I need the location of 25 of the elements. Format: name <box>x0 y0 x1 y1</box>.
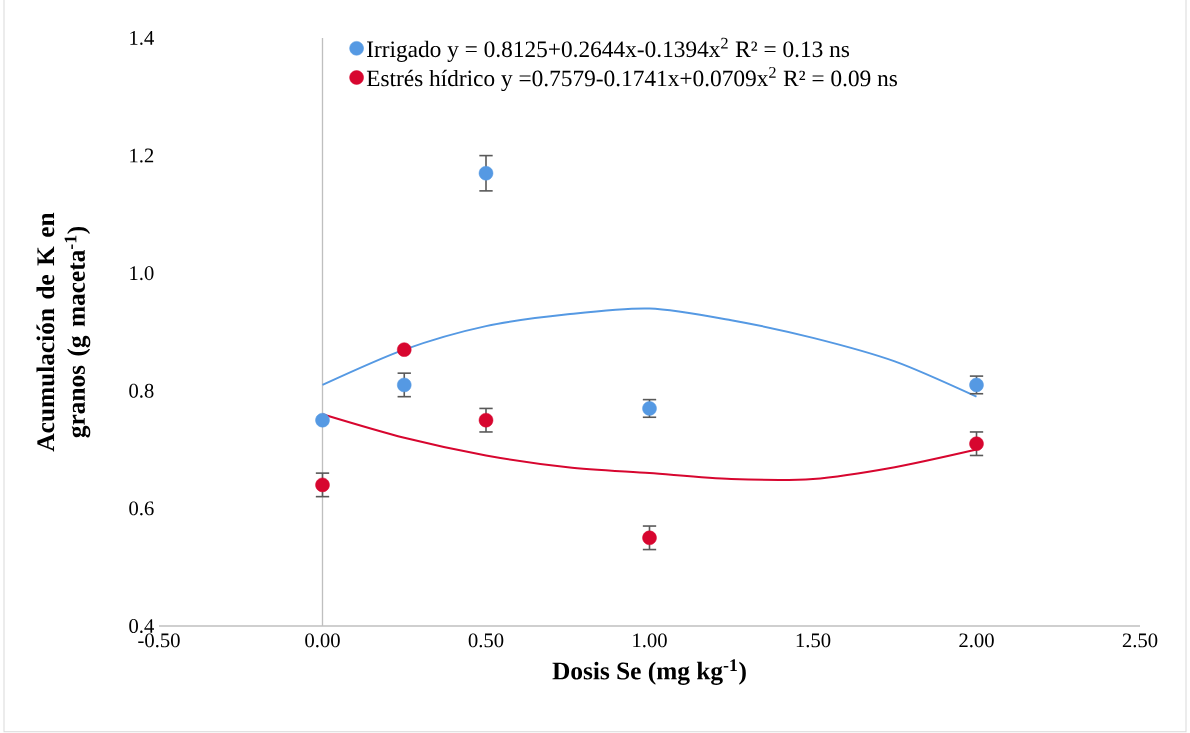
legend-label: Irrigado y = 0.8125+0.2644x-0.1394x$^{2}$ R² = 0.13 ns <box>367 37 850 62</box>
y-tick-label: 1.0 <box>130 266 154 281</box>
x-tick-label: 1.00 <box>633 633 667 648</box>
x-tick-label: 2.00 <box>959 633 994 648</box>
point <box>478 413 494 428</box>
y-tick-label: 0.4 <box>129 618 154 634</box>
point <box>397 342 412 357</box>
y-tick-label: 1.4 <box>130 31 154 45</box>
x-tick-label: 2.50 <box>1122 633 1158 648</box>
point <box>478 166 494 181</box>
y-tick-label: 0.6 <box>129 501 154 516</box>
x-tick-label: 0.00 <box>305 633 340 648</box>
y-tick-label: 1.2 <box>130 148 154 163</box>
point <box>315 413 330 428</box>
point <box>315 477 330 493</box>
point <box>969 436 984 451</box>
x-axis-title: Dosis Se (mg kg$^{-1}$) <box>552 659 746 685</box>
x-tick-label: 1.50 <box>796 633 831 648</box>
legend-label: Estrés hídrico y =0.7579-0.1741x+0.0709x$^{2}$ R² = 0.09 ns <box>366 66 897 92</box>
x-tick-label: 0.50 <box>468 633 504 648</box>
x-tick-label: -0.50 <box>138 633 180 648</box>
line-series <box>321 307 978 398</box>
y-tick-label: 0.8 <box>129 383 154 398</box>
point <box>642 530 657 545</box>
point <box>397 377 412 393</box>
